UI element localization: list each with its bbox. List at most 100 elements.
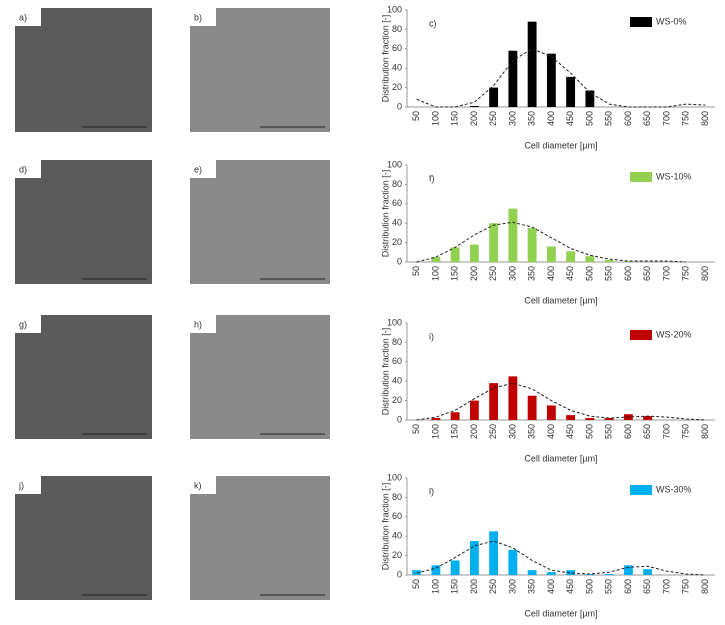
- x-tick-label: 350: [527, 111, 537, 126]
- bar: [508, 208, 518, 262]
- x-tick-label: 650: [642, 266, 652, 281]
- x-tick-label: 650: [642, 424, 652, 439]
- x-tick-label: 750: [681, 579, 691, 594]
- label-box: [15, 476, 41, 494]
- x-tick-label: 550: [604, 424, 614, 439]
- panel-label: d): [19, 164, 27, 174]
- y-tick-label: 20: [392, 237, 402, 247]
- x-tick-label: 700: [661, 579, 671, 594]
- label-box: [190, 315, 216, 333]
- y-tick-label: 60: [392, 511, 402, 521]
- y-tick-label: 100: [387, 317, 402, 327]
- y-tick-label: 0: [397, 101, 402, 111]
- micrograph: [15, 8, 152, 132]
- label-box: [190, 8, 216, 26]
- x-tick-label: 350: [527, 424, 537, 439]
- bar: [623, 261, 633, 262]
- bar: [566, 415, 576, 420]
- x-axis-title: Cell diameter [µm]: [524, 140, 597, 150]
- x-tick-label: 100: [430, 111, 440, 126]
- x-tick-label: 200: [469, 111, 479, 126]
- bar: [450, 560, 460, 575]
- bar: [604, 260, 614, 262]
- bar: [508, 376, 518, 420]
- x-tick-label: 650: [642, 111, 652, 126]
- fit-curve: [416, 540, 706, 576]
- x-tick-label: 50: [411, 266, 421, 276]
- bar: [431, 565, 441, 575]
- legend-label: WS-30%: [656, 484, 692, 494]
- x-tick-label: 150: [450, 579, 460, 594]
- bar: [450, 247, 460, 262]
- x-tick-label: 250: [488, 424, 498, 439]
- bar: [527, 570, 537, 575]
- y-tick-label: 20: [392, 395, 402, 405]
- x-tick-label: 600: [623, 579, 633, 594]
- y-tick-label: 40: [392, 531, 402, 541]
- x-tick-label: 450: [565, 579, 575, 594]
- panel-label: k): [194, 480, 202, 490]
- y-tick-label: 20: [392, 82, 402, 92]
- bar: [431, 257, 441, 262]
- legend-swatch: [630, 330, 652, 340]
- x-tick-label: 50: [411, 424, 421, 434]
- legend-swatch: [630, 172, 652, 182]
- bar: [489, 383, 499, 420]
- bar: [623, 565, 633, 575]
- x-tick-label: 650: [642, 579, 652, 594]
- panel-label: g): [19, 319, 27, 329]
- panel-label: c): [429, 18, 437, 28]
- bar: [508, 50, 518, 107]
- y-tick-label: 80: [392, 337, 402, 347]
- x-tick-label: 800: [700, 111, 710, 126]
- x-tick-label: 450: [565, 266, 575, 281]
- x-tick-label: 550: [604, 266, 614, 281]
- panel-label: i): [429, 331, 434, 341]
- y-tick-label: 40: [392, 63, 402, 73]
- bar: [546, 572, 556, 575]
- x-tick-label: 800: [700, 579, 710, 594]
- legend-label: WS-0%: [656, 16, 687, 26]
- x-tick-label: 800: [700, 266, 710, 281]
- panel-label: b): [194, 12, 202, 22]
- bar: [489, 87, 499, 107]
- y-tick-label: 80: [392, 179, 402, 189]
- x-tick-label: 350: [527, 579, 537, 594]
- bar: [546, 405, 556, 420]
- bar: [527, 21, 537, 107]
- bar: [508, 549, 518, 575]
- micrograph: [15, 476, 152, 600]
- x-tick-label: 400: [546, 579, 556, 594]
- x-tick-label: 400: [546, 111, 556, 126]
- bar: [527, 395, 537, 420]
- legend-label: WS-10%: [656, 171, 692, 181]
- x-tick-label: 750: [681, 266, 691, 281]
- x-tick-label: 500: [584, 579, 594, 594]
- bar: [643, 416, 653, 420]
- x-axis-title: Cell diameter [µm]: [524, 295, 597, 305]
- legend-label: WS-20%: [656, 329, 692, 339]
- x-tick-label: 300: [507, 266, 517, 281]
- x-tick-label: 550: [604, 111, 614, 126]
- bar: [604, 574, 614, 575]
- x-tick-label: 750: [681, 424, 691, 439]
- x-tick-label: 250: [488, 266, 498, 281]
- y-axis-title: Distribution fraction [-]: [380, 483, 390, 571]
- x-tick-label: 300: [507, 111, 517, 126]
- micrograph: [190, 315, 330, 439]
- x-tick-label: 200: [469, 266, 479, 281]
- label-box: [15, 315, 41, 333]
- y-tick-label: 40: [392, 376, 402, 386]
- micrograph: [190, 8, 330, 132]
- x-tick-label: 100: [430, 424, 440, 439]
- bar: [604, 418, 614, 420]
- x-tick-label: 450: [565, 111, 575, 126]
- x-tick-label: 750: [681, 111, 691, 126]
- x-tick-label: 200: [469, 424, 479, 439]
- fit-curve: [416, 382, 706, 421]
- x-tick-label: 500: [584, 266, 594, 281]
- bar: [546, 53, 556, 107]
- x-tick-label: 300: [507, 579, 517, 594]
- micrograph: [15, 160, 152, 284]
- x-tick-label: 150: [450, 111, 460, 126]
